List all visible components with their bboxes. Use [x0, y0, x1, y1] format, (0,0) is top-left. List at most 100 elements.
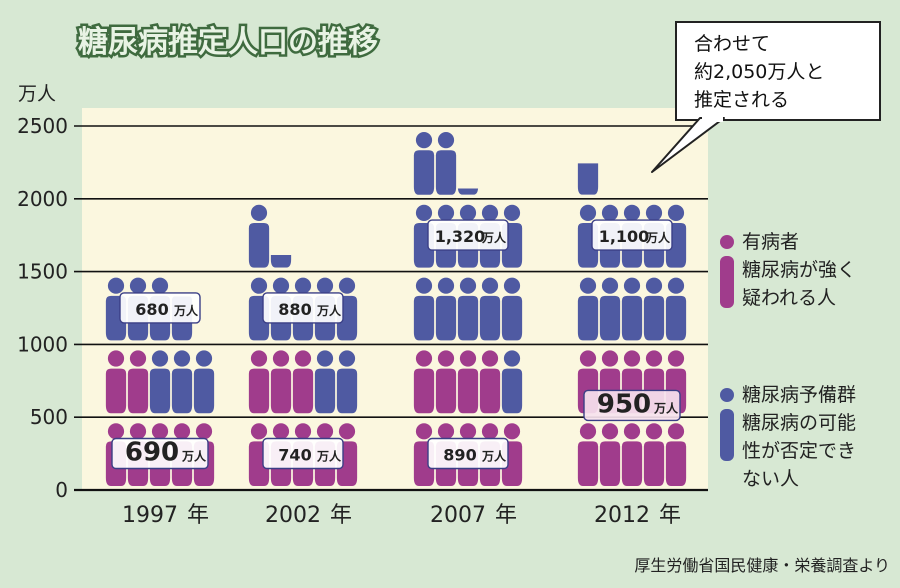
person-icon: [501, 277, 523, 341]
person-head: [294, 277, 312, 294]
person-head: [294, 350, 312, 367]
value-label-box: [591, 219, 673, 251]
person-head: [415, 350, 433, 367]
x-tick-suffix: 年: [187, 503, 209, 528]
person-icon: [665, 277, 687, 341]
person-icon: [193, 350, 215, 414]
x-tick-label: 2012: [594, 503, 650, 528]
person-head: [107, 277, 125, 294]
person-body: [577, 295, 599, 341]
person-icon: [314, 350, 336, 414]
person-icon: [149, 350, 171, 414]
x-tick-suffix: 年: [330, 503, 352, 528]
person-head: [437, 423, 455, 440]
value-label-unit: 万人: [481, 449, 507, 464]
person-icon: [457, 277, 479, 341]
value-label-box: [119, 292, 201, 324]
person-head: [667, 277, 685, 294]
value-label: 680: [135, 300, 168, 319]
person-head: [601, 277, 619, 294]
value-label-box: [427, 219, 509, 251]
person-head: [667, 204, 685, 222]
person-icon: [621, 277, 643, 341]
person-head: [151, 350, 169, 367]
person-head: [415, 423, 433, 440]
person-head: [338, 423, 356, 440]
callout-line-1: 合わせて: [694, 33, 770, 55]
person-head: [481, 350, 499, 367]
person-icon: [248, 204, 270, 268]
value-label-unit: 万人: [653, 400, 679, 415]
person-icon: [435, 277, 457, 341]
person-head: [579, 350, 597, 367]
person-head: [459, 423, 477, 440]
partial-person: [457, 188, 479, 195]
person-icon: [457, 188, 479, 195]
person-body: [457, 368, 479, 414]
person-head: [415, 132, 433, 149]
person-body: [577, 441, 599, 486]
person-head: [645, 350, 663, 367]
partial-person: [270, 255, 292, 268]
person-icon: [577, 277, 599, 341]
person-icon: [413, 132, 435, 195]
person-body: [665, 441, 687, 486]
person-body: [149, 368, 171, 414]
person-head: [503, 423, 521, 440]
person-head: [623, 277, 641, 294]
person-icon: [270, 350, 292, 414]
person-body: [479, 295, 501, 341]
person-head: [151, 277, 169, 294]
value-label: 690: [125, 438, 179, 468]
legend-icon-head: [720, 235, 734, 249]
legend-label: 性が否定でき: [742, 440, 856, 462]
x-tick-suffix: 年: [659, 503, 681, 528]
y-axis-unit: 万人: [18, 83, 56, 105]
value-label: 950: [597, 389, 651, 419]
person-icon: [479, 350, 501, 414]
person-body: [127, 368, 149, 414]
x-tick-label: 2007: [430, 503, 486, 528]
person-head: [129, 350, 147, 367]
person-head: [415, 204, 433, 222]
person-head: [437, 277, 455, 294]
series1-value-label: 690 万人: [111, 437, 209, 470]
callout-line-3: 推定される: [694, 89, 789, 111]
person-body: [457, 295, 479, 341]
legend-icon-body: [720, 409, 734, 461]
person-head: [481, 423, 499, 440]
value-label-box: [262, 437, 344, 470]
person-head: [129, 277, 147, 294]
person-body: [413, 368, 435, 414]
value-label-unit: 万人: [173, 303, 199, 318]
person-icon: [457, 350, 479, 414]
value-label-box: [111, 437, 209, 470]
person-body: [435, 368, 457, 414]
person-icon: [665, 423, 687, 486]
callout-line-2: 約2,050万人と: [694, 61, 824, 83]
person-icon: [435, 132, 457, 195]
legend-icon-body: [720, 256, 734, 308]
person-head: [481, 204, 499, 222]
person-body: [501, 295, 523, 341]
person-body: [292, 368, 314, 414]
person-icon: [171, 350, 193, 414]
person-head: [107, 350, 125, 367]
person-body: [457, 188, 479, 195]
person-body: [599, 441, 621, 486]
value-label: 890: [443, 446, 476, 465]
value-label-box: [583, 389, 681, 422]
series1-value-label: 890 万人: [427, 437, 509, 470]
person-head: [316, 277, 334, 294]
person-body: [621, 441, 643, 486]
person-head: [316, 423, 334, 440]
person-icon: [413, 277, 435, 341]
person-head: [579, 423, 597, 440]
person-head: [503, 350, 521, 367]
person-icon: [643, 277, 665, 341]
person-head: [437, 204, 455, 222]
person-body: [413, 150, 435, 195]
source-note: 厚生労働省国民健康・栄養調査より: [634, 556, 890, 575]
